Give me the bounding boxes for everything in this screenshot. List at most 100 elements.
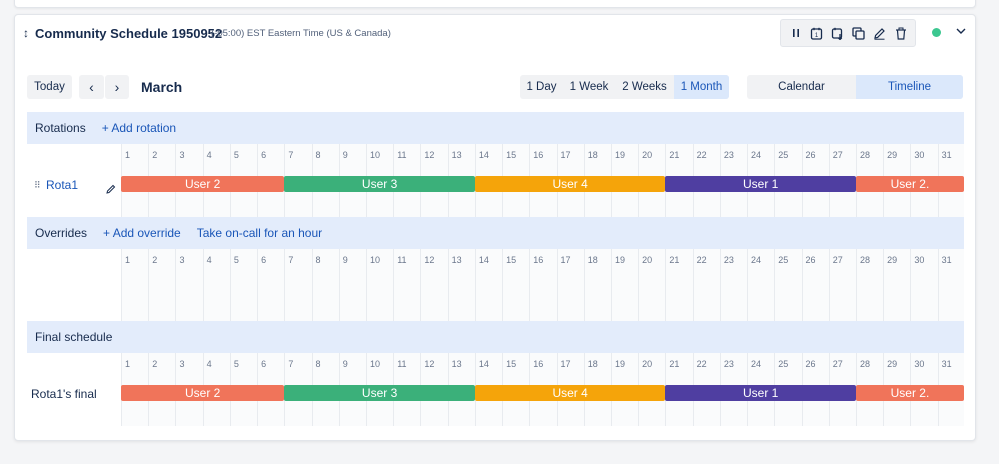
overrides-label-column: [27, 249, 121, 321]
add-override-button[interactable]: + Add override: [103, 226, 181, 240]
rotation-day-number: 5: [233, 150, 239, 160]
range-2-weeks[interactable]: 2 Weeks: [622, 81, 667, 93]
override-day-column: [175, 249, 202, 321]
override-day-number: 24: [751, 255, 762, 265]
drag-handle-icon[interactable]: ↕: [23, 26, 29, 40]
view-timeline[interactable]: Timeline: [856, 75, 963, 99]
final-day-number: 27: [832, 359, 843, 369]
range-1-day[interactable]: 1 Day: [526, 81, 557, 93]
rotation-day-number: 21: [669, 150, 680, 160]
override-day-column: [393, 249, 420, 321]
rotations-timeline: ⠿ Rota1 1 2 3 4 5 6 7 8 9 10 11 12 13 14 15 16 17 18 19 20 2…: [27, 144, 964, 217]
final-shift-bar[interactable]: User 3: [284, 385, 475, 401]
override-day-column: [883, 249, 910, 321]
override-day-column: [665, 249, 692, 321]
rotation-shift-bar[interactable]: User 3: [284, 176, 475, 192]
final-day-number: 30: [914, 359, 925, 369]
calendar-import-icon[interactable]: [829, 24, 847, 42]
final-day-number: 9: [342, 359, 348, 369]
chevron-down-icon[interactable]: [954, 24, 968, 38]
override-day-column: [365, 249, 393, 321]
final-label-column: [27, 353, 121, 426]
rotation-day-number: 17: [560, 150, 571, 160]
override-day-number: 23: [723, 255, 734, 265]
final-day-number: 24: [751, 359, 762, 369]
final-day-number: 11: [397, 359, 407, 369]
pause-icon[interactable]: [787, 24, 805, 42]
prev-button[interactable]: ‹: [79, 75, 104, 99]
final-day-number: 4: [206, 359, 212, 369]
copy-icon[interactable]: [850, 24, 868, 42]
override-day-number: 25: [778, 255, 789, 265]
edit-rotation-icon[interactable]: [106, 181, 116, 194]
grip-icon[interactable]: ⠿: [34, 180, 41, 190]
rotation-day-number: 27: [832, 150, 843, 160]
final-shift-bar[interactable]: User 2: [121, 385, 285, 401]
override-day-column: [556, 249, 584, 321]
override-day-column: [474, 249, 502, 321]
final-day-number: 26: [805, 359, 816, 369]
override-day-number: 30: [914, 255, 925, 265]
override-day-column: [284, 249, 311, 321]
rotation-shift-bar[interactable]: User 2: [121, 176, 285, 192]
rotation-day-number: 10: [369, 150, 380, 160]
override-day-number: 2: [152, 255, 158, 265]
rotation-name-link[interactable]: Rota1: [46, 178, 79, 192]
range-1-month[interactable]: 1 Month: [674, 75, 729, 99]
override-day-number: 27: [832, 255, 843, 265]
final-shift-bar[interactable]: User 4: [474, 385, 666, 401]
calendar-export-icon[interactable]: 1: [808, 24, 826, 42]
view-calendar[interactable]: Calendar: [778, 81, 825, 93]
override-day-number: 5: [233, 255, 239, 265]
final-day-number: 10: [369, 359, 380, 369]
final-schedule-timeline: Rota1's final 1 2 3 4 5 6 7 8 9 10 11 12 13 14 15 16 17 1…: [27, 353, 964, 426]
rotation-day-number: 1: [125, 150, 131, 160]
next-button[interactable]: ›: [105, 75, 129, 99]
rotation-day-number: 19: [614, 150, 625, 160]
override-day-number: 16: [533, 255, 544, 265]
final-day-number: 20: [642, 359, 653, 369]
override-day-column: [855, 249, 883, 321]
rotation-day-number: 20: [642, 150, 653, 160]
rotation-day-number: 30: [914, 150, 925, 160]
rotation-day-number: 4: [206, 150, 212, 160]
rotation-day-number: 16: [533, 150, 544, 160]
final-row-label: Rota1's final: [31, 387, 97, 401]
take-oncall-button[interactable]: Take on-call for an hour: [196, 226, 323, 240]
final-day-number: 16: [533, 359, 544, 369]
override-day-number: 10: [369, 255, 380, 265]
rotation-day-number: 25: [778, 150, 789, 160]
rotation-day-number: 15: [506, 150, 517, 160]
override-day-number: 3: [179, 255, 185, 265]
override-day-column: [148, 249, 175, 321]
current-month: March: [141, 79, 183, 95]
override-day-number: 20: [642, 255, 653, 265]
view-selector: Calendar Timeline: [747, 75, 963, 99]
rotations-header: Rotations + Add rotation: [27, 112, 964, 144]
final-day-number: 18: [587, 359, 598, 369]
final-day-number: 3: [179, 359, 185, 369]
svg-text:1: 1: [815, 33, 819, 39]
range-1-week[interactable]: 1 Week: [569, 81, 609, 93]
override-day-column: [774, 249, 801, 321]
rotation-shift-bar[interactable]: User 4: [474, 176, 666, 192]
add-rotation-button[interactable]: + Add rotation: [101, 121, 177, 135]
override-day-column: [311, 249, 339, 321]
final-shift-bar[interactable]: User 1: [665, 385, 856, 401]
override-day-column: [910, 249, 937, 321]
final-day-number: 22: [696, 359, 707, 369]
final-day-number: 21: [669, 359, 680, 369]
trash-icon[interactable]: [892, 24, 910, 42]
rotation-shift-bar[interactable]: User 2.: [855, 176, 964, 192]
override-day-column: [719, 249, 747, 321]
rotation-shift-bar[interactable]: User 1: [665, 176, 856, 192]
override-day-column: [338, 249, 366, 321]
final-day-number: 17: [560, 359, 571, 369]
today-button[interactable]: Today: [27, 75, 72, 99]
final-day-number: 19: [614, 359, 625, 369]
final-schedule-title: Final schedule: [35, 330, 113, 344]
override-day-column: [583, 249, 611, 321]
final-shift-bar[interactable]: User 2.: [855, 385, 964, 401]
page-bottom: [0, 452, 999, 464]
edit-icon[interactable]: [871, 24, 889, 42]
